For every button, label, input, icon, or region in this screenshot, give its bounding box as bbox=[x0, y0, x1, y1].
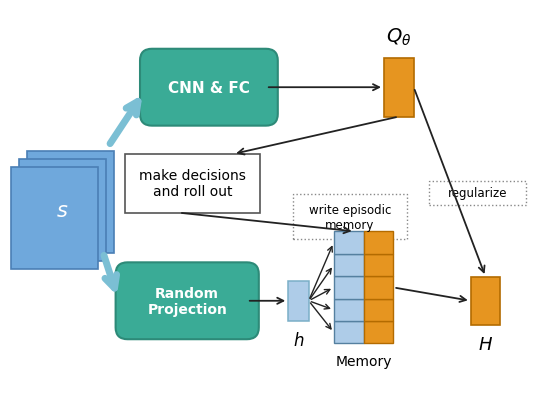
FancyBboxPatch shape bbox=[125, 155, 260, 213]
FancyBboxPatch shape bbox=[363, 232, 393, 254]
FancyBboxPatch shape bbox=[429, 181, 526, 205]
FancyBboxPatch shape bbox=[334, 277, 363, 299]
Text: CNN & FC: CNN & FC bbox=[168, 81, 250, 96]
FancyBboxPatch shape bbox=[363, 299, 393, 321]
FancyBboxPatch shape bbox=[11, 168, 98, 269]
FancyBboxPatch shape bbox=[334, 299, 363, 321]
FancyBboxPatch shape bbox=[334, 321, 363, 343]
Text: regularize: regularize bbox=[448, 187, 507, 200]
FancyBboxPatch shape bbox=[27, 152, 114, 253]
Text: make decisions
and roll out: make decisions and roll out bbox=[139, 169, 246, 199]
Text: $s$: $s$ bbox=[56, 200, 68, 220]
FancyBboxPatch shape bbox=[334, 232, 363, 254]
FancyBboxPatch shape bbox=[471, 277, 500, 325]
FancyBboxPatch shape bbox=[140, 50, 278, 126]
Text: Memory: Memory bbox=[335, 354, 392, 368]
FancyBboxPatch shape bbox=[293, 194, 407, 240]
FancyBboxPatch shape bbox=[363, 321, 393, 343]
FancyBboxPatch shape bbox=[363, 254, 393, 277]
Text: $h$: $h$ bbox=[293, 332, 304, 350]
FancyBboxPatch shape bbox=[116, 263, 259, 339]
FancyBboxPatch shape bbox=[288, 281, 309, 321]
FancyBboxPatch shape bbox=[334, 254, 363, 277]
FancyBboxPatch shape bbox=[19, 160, 106, 261]
FancyBboxPatch shape bbox=[363, 277, 393, 299]
FancyBboxPatch shape bbox=[384, 59, 414, 117]
Text: $H$: $H$ bbox=[478, 336, 493, 354]
Text: Random
Projection: Random Projection bbox=[147, 286, 227, 316]
Text: write episodic
memory: write episodic memory bbox=[309, 203, 391, 231]
Text: $Q_{\theta}$: $Q_{\theta}$ bbox=[386, 27, 412, 48]
